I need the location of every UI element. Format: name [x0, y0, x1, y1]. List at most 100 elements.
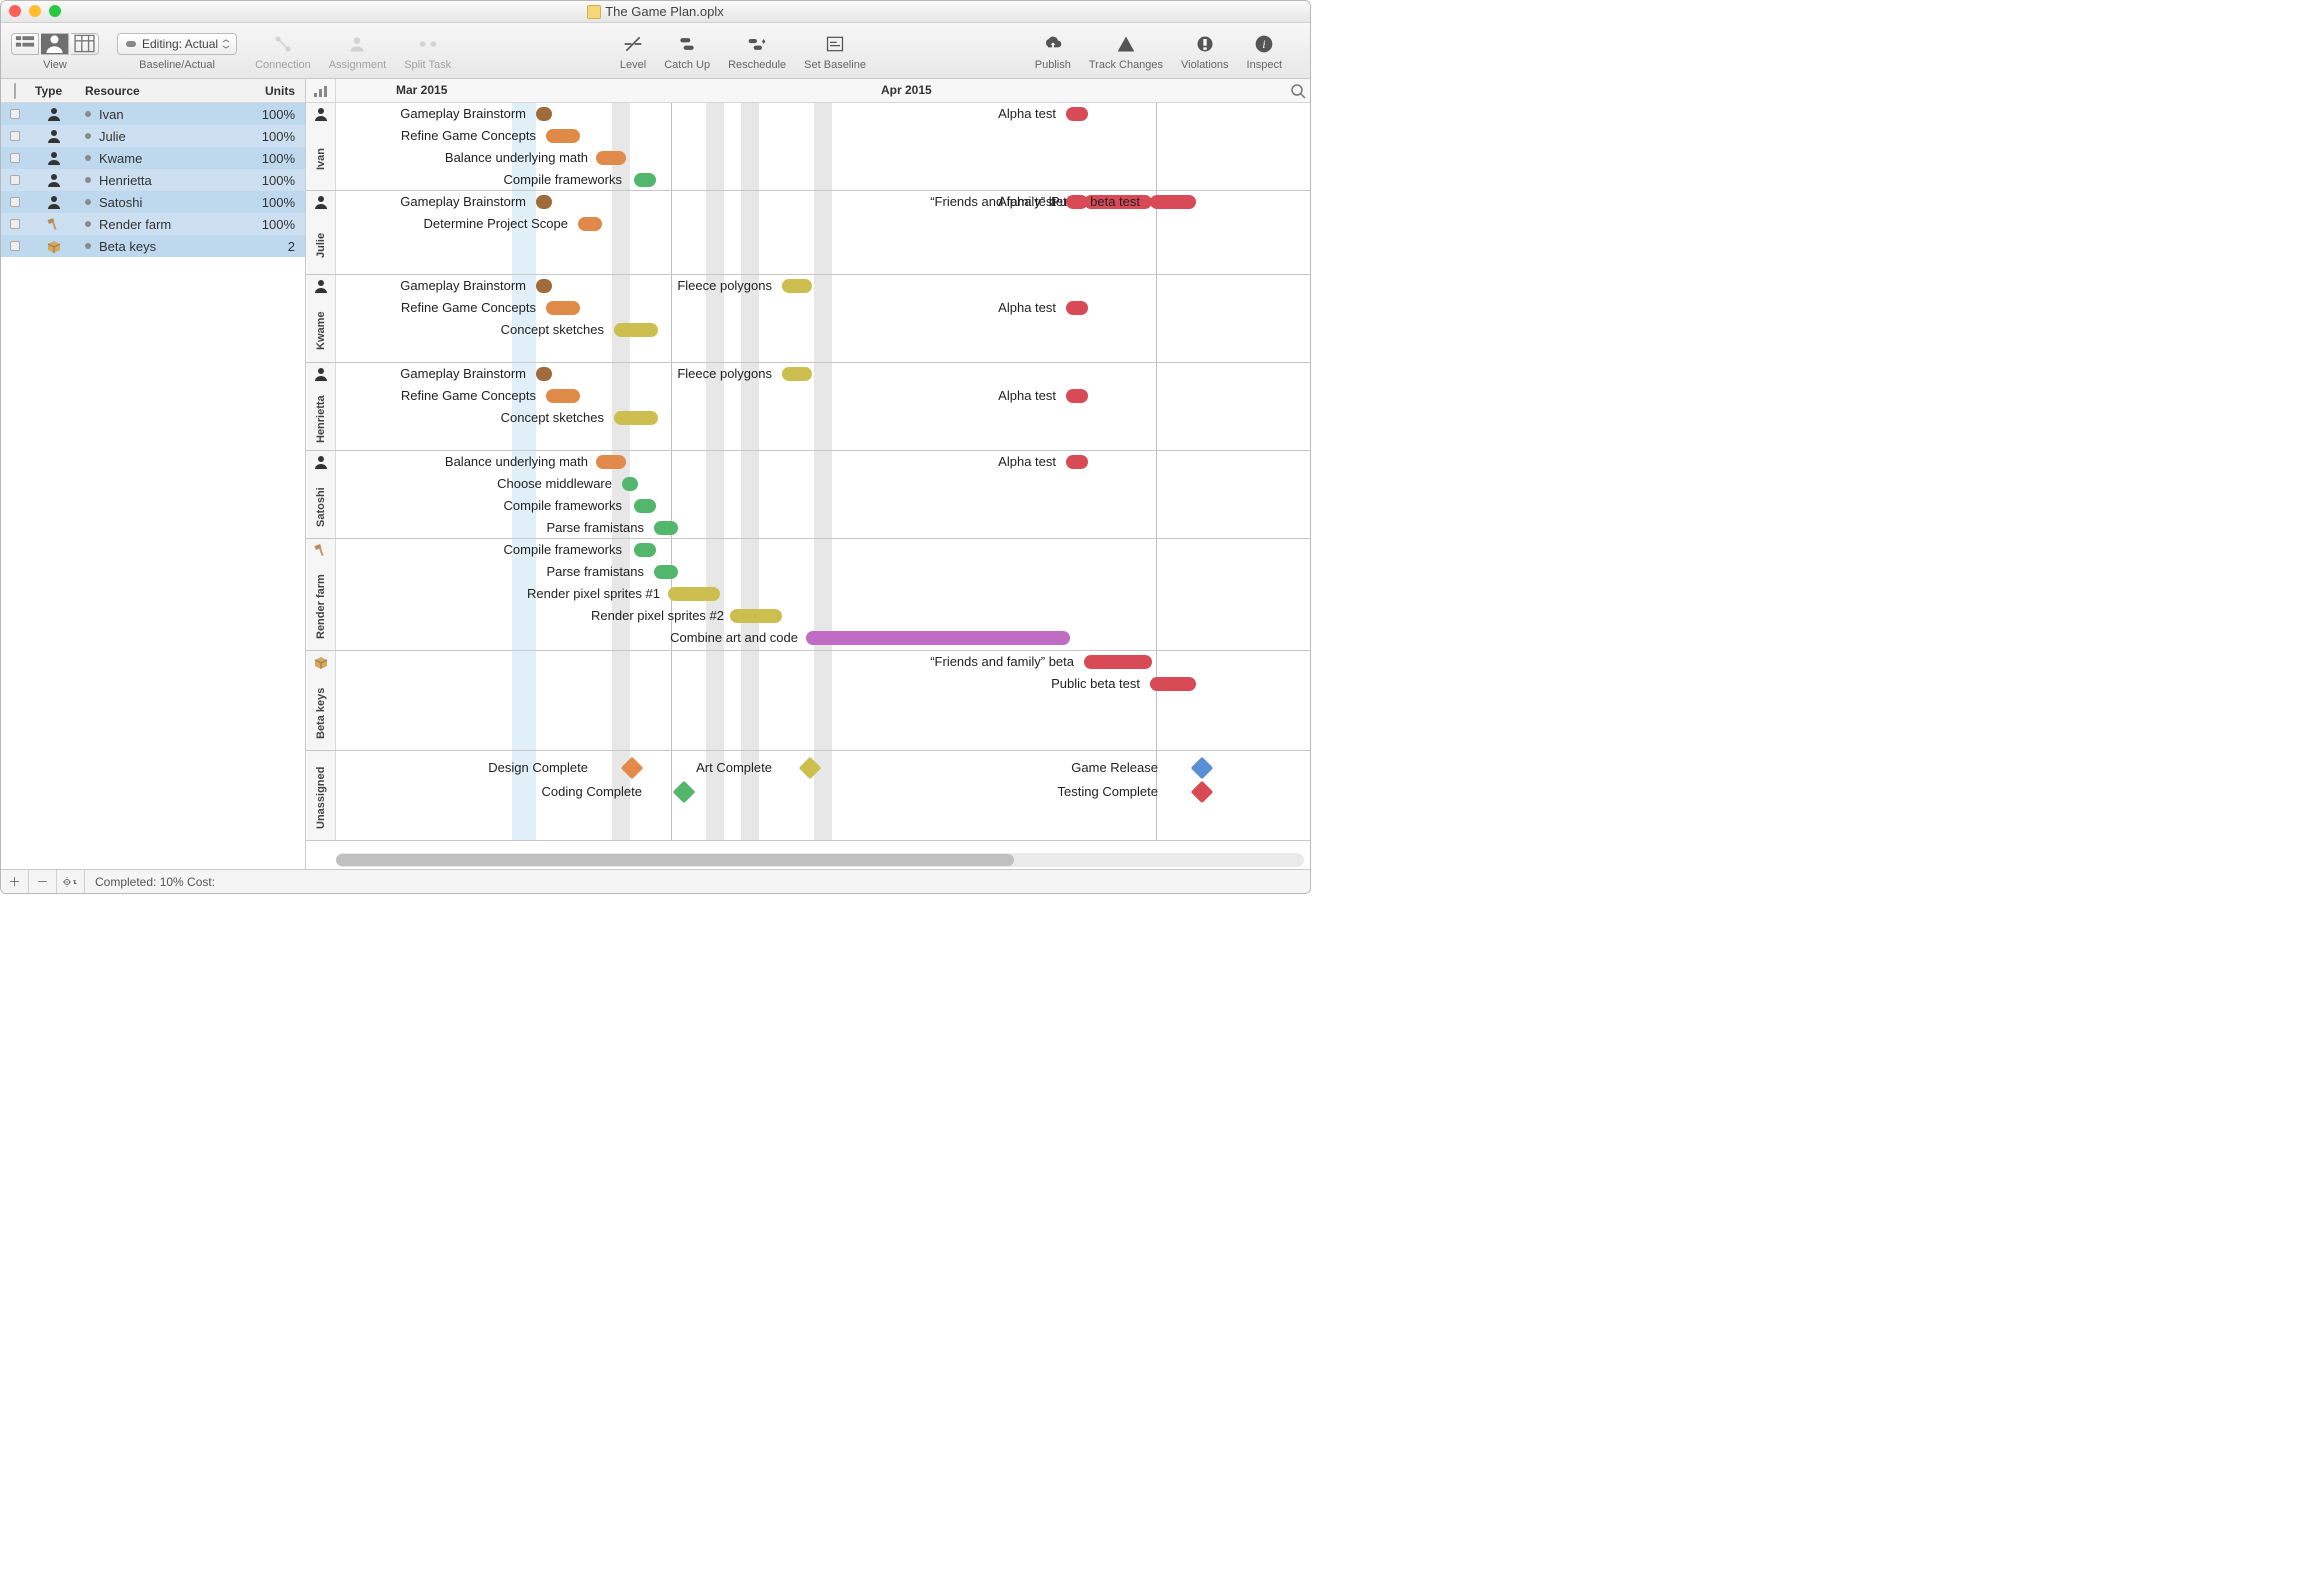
task-bar[interactable]: [730, 609, 782, 623]
publish-icon[interactable]: [1040, 33, 1066, 55]
task-bar[interactable]: [1066, 107, 1088, 121]
task-bar[interactable]: [634, 499, 656, 513]
row-grip-icon[interactable]: [10, 241, 20, 251]
swimlane-icon: [314, 367, 328, 384]
task-bar[interactable]: [596, 151, 626, 165]
connection-icon[interactable]: [270, 33, 296, 55]
task-bar[interactable]: [654, 565, 678, 579]
toolbar-split-group: Split Task: [404, 31, 451, 71]
setbaseline-label: Set Baseline: [804, 59, 866, 71]
titlebar: The Game Plan.oplx: [1, 1, 1310, 23]
bullet-icon: [85, 221, 91, 227]
assignment-icon[interactable]: [344, 33, 370, 55]
task-bar[interactable]: [1066, 389, 1088, 403]
violations-icon[interactable]: [1192, 33, 1218, 55]
task-bar[interactable]: [1084, 655, 1152, 669]
task-bar[interactable]: [634, 173, 656, 187]
resource-units: 2: [245, 239, 305, 254]
task-label: Choose middleware: [497, 476, 612, 491]
task-bar[interactable]: [1150, 677, 1196, 691]
toolbar-publish-group: Publish: [1035, 31, 1071, 71]
toolbar-view-group: View: [11, 31, 99, 71]
bullet-icon: [85, 199, 91, 205]
row-grip-icon[interactable]: [10, 197, 20, 207]
close-icon[interactable]: [9, 5, 21, 17]
toolbar-level-group: Level: [620, 31, 646, 71]
task-bar[interactable]: [782, 367, 812, 381]
task-bar[interactable]: [654, 521, 678, 535]
zoom-fit-icon[interactable]: [1290, 83, 1306, 99]
col-type[interactable]: Type: [29, 84, 79, 98]
task-label: Compile frameworks: [504, 542, 622, 557]
level-icon[interactable]: [620, 33, 646, 55]
baseline-actual-select[interactable]: Editing: Actual: [117, 33, 237, 55]
resource-row[interactable]: Render farm100%: [1, 213, 305, 235]
minimize-icon[interactable]: [29, 5, 41, 17]
resource-row[interactable]: Henrietta100%: [1, 169, 305, 191]
task-bar[interactable]: [1066, 455, 1088, 469]
resource-row[interactable]: Kwame100%: [1, 147, 305, 169]
task-bar[interactable]: [668, 587, 720, 601]
task-bar[interactable]: [634, 543, 656, 557]
task-bar[interactable]: [622, 477, 638, 491]
month-label: Mar 2015: [396, 83, 447, 97]
setbaseline-icon[interactable]: [822, 33, 848, 55]
col-resource[interactable]: Resource: [79, 84, 245, 98]
view-calendar-button[interactable]: [71, 33, 99, 55]
swimlane-gutter: Satoshi: [306, 451, 336, 538]
swimlane-gutter: Kwame: [306, 275, 336, 362]
swimlane-gutter: Julie: [306, 191, 336, 274]
task-bar[interactable]: [578, 217, 602, 231]
resource-row[interactable]: Satoshi100%: [1, 191, 305, 213]
gantt-body[interactable]: IvanGameplay BrainstormRefine Game Conce…: [306, 103, 1310, 869]
milestone-diamond[interactable]: [1191, 781, 1214, 804]
resource-row[interactable]: Julie100%: [1, 125, 305, 147]
milestone-diamond[interactable]: [1191, 757, 1214, 780]
split-task-icon[interactable]: [415, 33, 441, 55]
resource-row[interactable]: Ivan100%: [1, 103, 305, 125]
window-title-text: The Game Plan.oplx: [605, 4, 724, 19]
row-grip-icon[interactable]: [10, 219, 20, 229]
row-grip-icon[interactable]: [10, 153, 20, 163]
inspect-icon[interactable]: i: [1251, 33, 1277, 55]
gantt-scrollbar[interactable]: [336, 853, 1304, 867]
task-bar[interactable]: [1066, 195, 1088, 209]
swimlane-icon: [314, 279, 328, 296]
connection-label: Connection: [255, 59, 311, 71]
remove-button[interactable]: －: [29, 870, 57, 894]
task-label: Fleece polygons: [677, 278, 772, 293]
row-grip-icon[interactable]: [10, 175, 20, 185]
add-button[interactable]: ＋: [1, 870, 29, 894]
row-grip-icon[interactable]: [10, 131, 20, 141]
action-menu-button[interactable]: [57, 870, 85, 894]
task-bar[interactable]: [782, 279, 812, 293]
swimlane-label: Henrietta: [315, 388, 327, 450]
trackchanges-icon[interactable]: [1113, 33, 1139, 55]
task-bar[interactable]: [1066, 301, 1088, 315]
column-grip-icon[interactable]: [14, 83, 16, 99]
catchup-icon[interactable]: [674, 33, 700, 55]
task-bar[interactable]: [614, 411, 658, 425]
zoom-icon[interactable]: [49, 5, 61, 17]
reschedule-label: Reschedule: [728, 59, 786, 71]
swimlane-icon: [314, 455, 328, 472]
row-grip-icon[interactable]: [10, 109, 20, 119]
view-outline-button[interactable]: [11, 33, 39, 55]
task-label: Compile frameworks: [504, 498, 622, 513]
view-resource-button[interactable]: [41, 33, 69, 55]
task-bar[interactable]: [546, 129, 580, 143]
swimlane-gutter: Render farm: [306, 539, 336, 650]
reschedule-icon[interactable]: [744, 33, 770, 55]
swimlane-gutter: Henrietta: [306, 363, 336, 450]
task-bar[interactable]: [614, 323, 658, 337]
task-bar[interactable]: [806, 631, 1070, 645]
month-label: Apr 2015: [881, 83, 932, 97]
gantt-scrollbar-thumb[interactable]: [336, 854, 1014, 866]
swimlane: HenriettaGameplay BrainstormRefine Game …: [306, 363, 1310, 451]
resource-units: 100%: [245, 129, 305, 144]
resource-row[interactable]: Beta keys2: [1, 235, 305, 257]
load-meter-icon[interactable]: [306, 79, 336, 102]
sidebar-rows: Ivan100%Julie100%Kwame100%Henrietta100%S…: [1, 103, 305, 869]
col-units[interactable]: Units: [245, 84, 305, 98]
swimlane-rows: Gameplay BrainstormRefine Game ConceptsB…: [336, 103, 1310, 190]
